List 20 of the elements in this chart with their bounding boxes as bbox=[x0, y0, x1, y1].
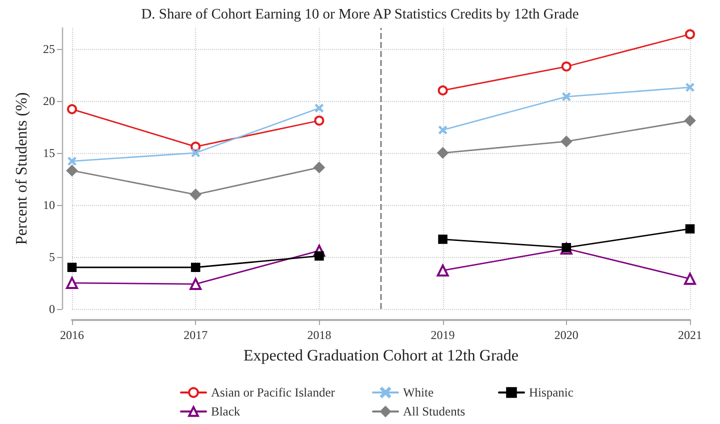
legend-label: Asian or Pacific Islander bbox=[211, 386, 336, 400]
legend-label: Hispanic bbox=[529, 386, 574, 400]
x-tick-label: 2016 bbox=[60, 328, 84, 342]
y-tick-label: 5 bbox=[49, 250, 55, 264]
x-tick-label: 2020 bbox=[554, 328, 578, 342]
y-tick-label: 15 bbox=[43, 146, 55, 160]
legend-label: Black bbox=[211, 404, 241, 418]
y-tick-label: 0 bbox=[49, 302, 55, 316]
chart-title: D. Share of Cohort Earning 10 or More AP Statistics Credits by 12th Grade bbox=[141, 6, 579, 22]
x-axis-title: Expected Graduation Cohort at 12th Grade bbox=[243, 348, 519, 364]
y-tick-label: 20 bbox=[43, 94, 55, 108]
x-tick-label: 2018 bbox=[307, 328, 332, 342]
legend-label: All Students bbox=[403, 404, 466, 418]
y-tick-label: 25 bbox=[43, 42, 55, 56]
legend-label: White bbox=[403, 386, 434, 400]
x-tick-label: 2021 bbox=[678, 328, 702, 342]
x-tick-label: 2017 bbox=[184, 328, 208, 342]
y-tick-label: 10 bbox=[43, 198, 55, 212]
x-tick-label: 2019 bbox=[430, 328, 455, 342]
y-axis-title: Percent of Students (%) bbox=[14, 92, 30, 245]
